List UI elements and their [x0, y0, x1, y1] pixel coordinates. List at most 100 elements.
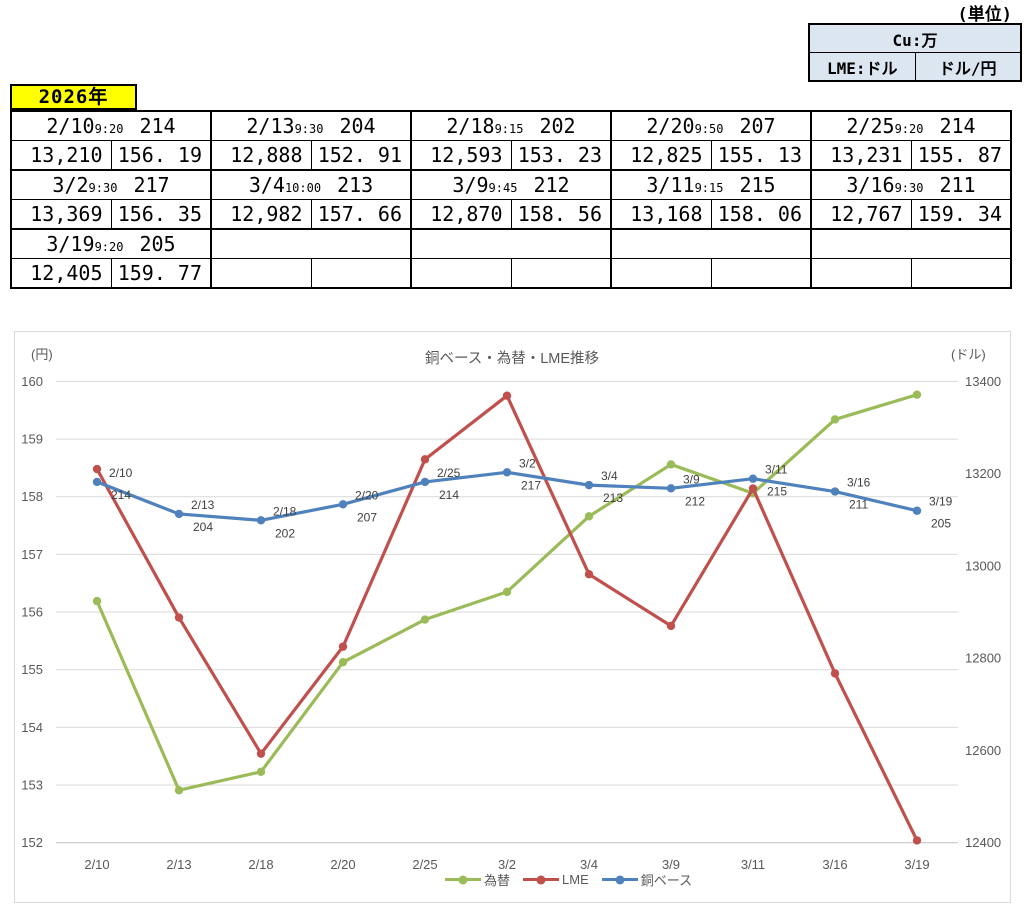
empty-cell[interactable]: [510, 258, 612, 289]
data-label-date: 2/20: [355, 488, 379, 502]
series-marker: [338, 500, 348, 509]
lme-value-cell[interactable]: 13,369: [10, 199, 112, 230]
time: 9:20: [894, 122, 924, 136]
date-header-cell[interactable]: 2/259:20 214: [810, 110, 1012, 141]
series-marker: [174, 786, 184, 795]
time: 9:20: [94, 122, 124, 136]
empty-cell[interactable]: [310, 258, 412, 289]
fx-value-cell[interactable]: 158. 06: [710, 199, 812, 230]
series-marker: [256, 767, 266, 776]
date-header-cell[interactable]: 3/169:30 211: [810, 169, 1012, 200]
chart-title: 銅ベース・為替・LME推移: [425, 350, 599, 367]
unit-table-cu-cell[interactable]: Cu:万: [808, 23, 1022, 53]
fx-value-cell[interactable]: 156. 19: [110, 140, 212, 171]
cu-value: 205: [139, 232, 176, 256]
cu-value: 213: [337, 173, 374, 197]
lme-value-cell[interactable]: 13,168: [610, 199, 712, 230]
date-header-cell[interactable]: 3/99:45 212: [410, 169, 612, 200]
empty-cell[interactable]: [210, 258, 312, 289]
empty-cell[interactable]: [910, 258, 1012, 289]
empty-cell[interactable]: [410, 258, 512, 289]
empty-cell[interactable]: [810, 228, 1012, 259]
series-marker: [666, 621, 676, 631]
fx-value-cell[interactable]: 155. 13: [710, 140, 812, 171]
series-marker: [912, 836, 922, 845]
date-header-cell[interactable]: 3/29:30 217: [10, 169, 212, 200]
chart-legend: 為替 LME 銅ベース: [445, 870, 692, 889]
empty-cell[interactable]: [810, 258, 912, 289]
unit-note: (単位): [957, 5, 1012, 25]
unit-table-rate-cell[interactable]: ドル/円: [914, 52, 1022, 82]
right-axis-tick: 13400: [965, 374, 1001, 389]
fx-value-cell[interactable]: 153. 23: [510, 140, 612, 171]
year-badge[interactable]: 2026年: [10, 84, 137, 110]
x-axis-tick: 3/4: [580, 857, 598, 872]
data-label-value: 214: [439, 488, 459, 502]
series-marker: [338, 642, 348, 651]
date-header-cell[interactable]: 2/209:50 207: [610, 110, 812, 141]
empty-cell[interactable]: [610, 258, 712, 289]
time: 9:45: [488, 181, 518, 195]
right-axis-tick: 13200: [965, 466, 1001, 481]
left-axis-tick: 154: [21, 720, 43, 735]
series-lines: [92, 390, 922, 845]
legend-item-lme[interactable]: LME: [523, 872, 589, 887]
unit-table-lme-cell[interactable]: LME:ドル: [808, 52, 916, 82]
time: 9:50: [694, 122, 724, 136]
series-marker: [420, 477, 430, 487]
empty-cell[interactable]: [410, 228, 612, 259]
fx-value-cell[interactable]: 159. 77: [110, 258, 212, 289]
lme-value-cell[interactable]: 12,825: [610, 140, 712, 171]
date-header-cell[interactable]: 2/139:30 204: [210, 110, 412, 141]
series-line-right: [95, 394, 919, 842]
left-axis-tick: 153: [21, 778, 43, 793]
lme-value-cell[interactable]: 12,982: [210, 199, 312, 230]
series-marker: [256, 749, 266, 758]
fx-value-cell[interactable]: 155. 87: [910, 140, 1012, 171]
legend-item-cu[interactable]: 銅ベース: [601, 870, 692, 889]
data-label-date: 3/9: [683, 472, 700, 486]
fx-value-cell[interactable]: 152. 91: [310, 140, 412, 171]
left-axis-tick: 156: [21, 605, 43, 620]
series-marker: [666, 484, 676, 493]
lme-value-cell[interactable]: 13,231: [810, 140, 912, 171]
lme-value-cell[interactable]: 13,210: [10, 140, 112, 171]
fx-value-cell[interactable]: 156. 35: [110, 199, 212, 230]
date-header-cell[interactable]: 3/199:20 205: [10, 228, 212, 259]
legend-label: LME: [562, 872, 589, 887]
right-axis-tick: 12600: [965, 743, 1001, 758]
data-label-value: 202: [275, 526, 295, 540]
fx-value-cell[interactable]: 157. 66: [310, 199, 412, 230]
data-label-value: 214: [111, 488, 131, 502]
line-chart[interactable]: 銅ベース・為替・LME推移 (円) (ドル) 160 159 158 157 156 15…: [14, 331, 1011, 903]
lme-value-cell[interactable]: 12,593: [410, 140, 512, 171]
series-marker: [584, 512, 594, 521]
data-label-date: 2/10: [109, 466, 133, 480]
empty-cell[interactable]: [210, 228, 412, 259]
empty-cell[interactable]: [710, 258, 812, 289]
time: 10:00: [284, 181, 322, 195]
date-header-cell[interactable]: 3/119:15 215: [610, 169, 812, 200]
data-label-date: 3/4: [601, 469, 618, 483]
lme-value-cell[interactable]: 12,405: [10, 258, 112, 289]
lme-value-cell[interactable]: 12,767: [810, 199, 912, 230]
x-axis-tick: 2/25: [412, 857, 437, 872]
lme-value-cell[interactable]: 12,888: [210, 140, 312, 171]
right-axis-tick: 13000: [965, 558, 1001, 573]
date-header-cell[interactable]: 3/410:00 213: [210, 169, 412, 200]
date: 2/10: [46, 114, 95, 138]
legend-item-fx[interactable]: 為替: [445, 870, 510, 889]
date-header-cell[interactable]: 2/109:20 214: [10, 110, 212, 141]
x-axis-tick: 2/20: [330, 857, 355, 872]
series-marker: [92, 596, 102, 606]
fx-value-cell[interactable]: 159. 34: [910, 199, 1012, 230]
data-label-date: 3/11: [765, 463, 788, 477]
fx-value-cell[interactable]: 158. 56: [510, 199, 612, 230]
gridlines: [56, 380, 958, 844]
empty-cell[interactable]: [610, 228, 812, 259]
left-axis-tick: 155: [21, 662, 43, 677]
lme-line-sample-icon: [523, 875, 560, 884]
lme-value-cell[interactable]: 12,870: [410, 199, 512, 230]
date-header-cell[interactable]: 2/189:15 202: [410, 110, 612, 141]
series-marker: [92, 477, 102, 487]
